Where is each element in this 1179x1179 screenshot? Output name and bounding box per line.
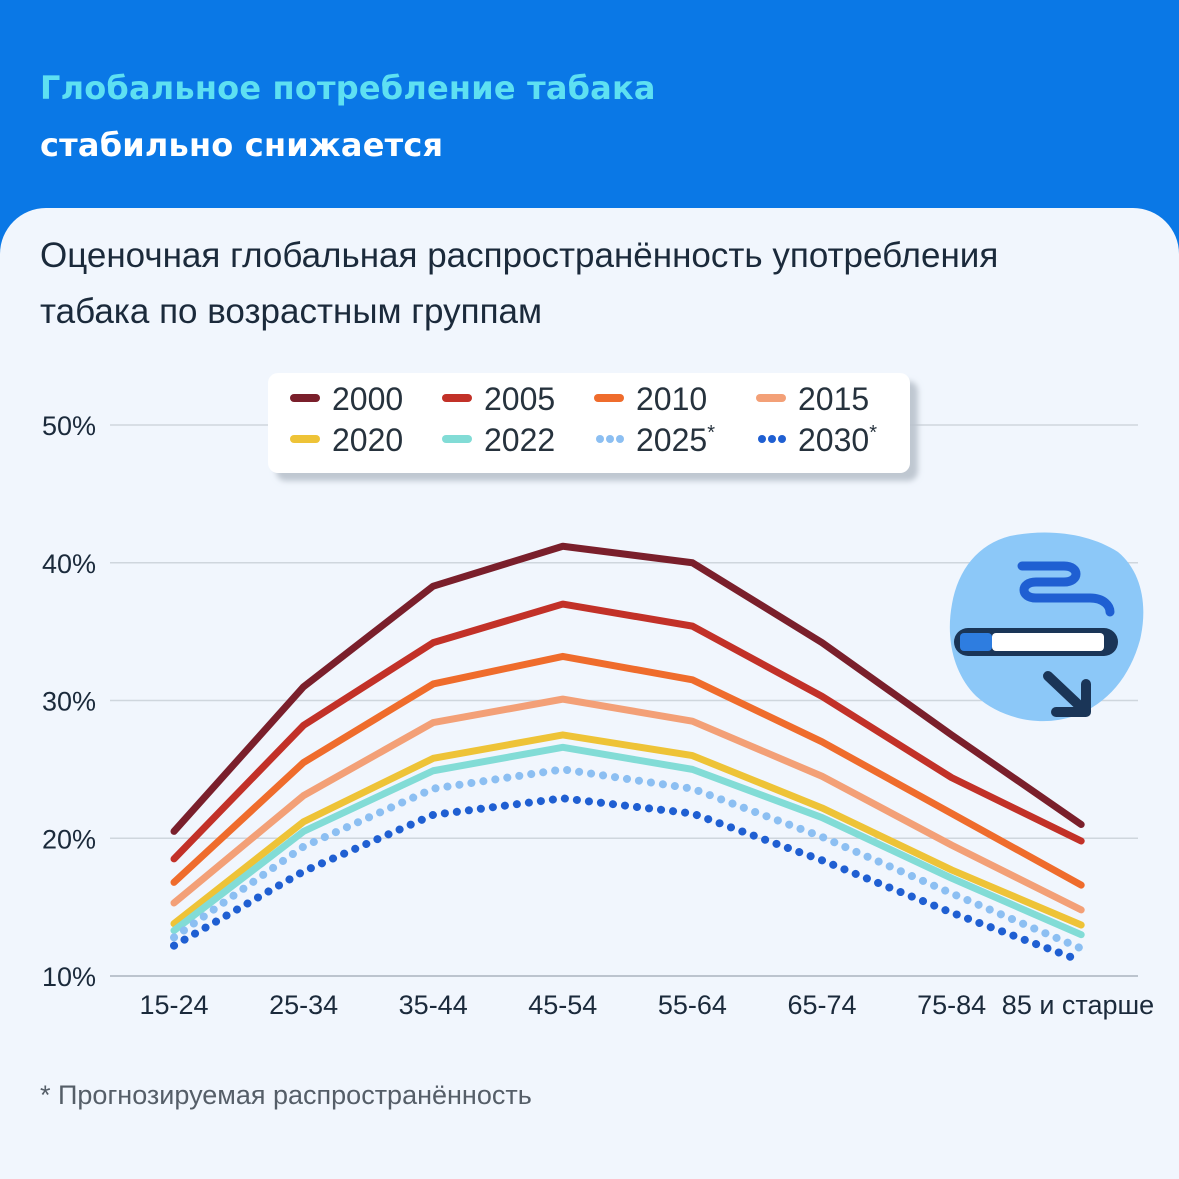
legend-label-asterisk: *	[707, 422, 715, 444]
legend-swatch-dot	[596, 435, 604, 443]
legend-label-2005: 2005	[484, 381, 555, 417]
cigarette-declining-icon	[949, 532, 1144, 722]
legend-label-asterisk: *	[869, 422, 877, 444]
series-line-2022	[170, 743, 1085, 939]
y-axis-labels: 10% 20% 30% 40% 50%	[42, 411, 96, 992]
legend-label-2010: 2010	[636, 381, 707, 417]
header: Глобальное потребление табака стабильно …	[40, 62, 656, 176]
legend-label-2025: 2025*	[636, 422, 715, 458]
legend-label-2020: 2020	[332, 422, 403, 458]
series-line-2025	[170, 765, 1086, 953]
legend-box	[268, 373, 910, 473]
legend-swatch-dot	[758, 435, 766, 443]
header-title-line2: стабильно снижается	[40, 126, 444, 164]
series-line-2020	[170, 731, 1085, 929]
series-line-2030	[170, 794, 1086, 965]
x-tick-label: 75-84	[917, 990, 986, 1020]
legend-swatch-dot	[778, 435, 786, 443]
legend-swatch-2030	[758, 435, 786, 443]
legend-label-2000: 2000	[332, 381, 403, 417]
legend-swatch-dot	[616, 435, 624, 443]
x-axis-labels: 15-24 25-34 35-44 45-54 55-64 65-74 75-84 85 и …	[139, 990, 1154, 1020]
series-line-2010	[170, 652, 1085, 889]
chart-subtitle: Оценочная глобальная распространённость …	[40, 228, 1140, 340]
chart-subtitle-line2: табака по возрастным группам	[40, 292, 543, 331]
footnote: * Прогнозируемая распространённость	[40, 1080, 532, 1110]
legend-swatch-2025	[596, 435, 624, 443]
header-title-line1: Глобальное потребление табака	[40, 69, 656, 107]
legend-swatch-dot	[606, 435, 614, 443]
legend-swatch-dot	[768, 435, 776, 443]
chart-legend: 2000 2005 2010 2015 2020 2022 2025* 2030*	[268, 373, 910, 473]
y-tick-label: 50%	[42, 411, 96, 441]
x-tick-label: 55-64	[658, 990, 727, 1020]
x-tick-label: 85 и старше	[1002, 990, 1154, 1020]
y-tick-label: 10%	[42, 962, 96, 992]
series-line-2005	[170, 600, 1085, 863]
y-tick-label: 40%	[42, 549, 96, 579]
legend-label-2030: 2030*	[798, 422, 877, 458]
x-tick-label: 15-24	[139, 990, 208, 1020]
x-tick-label: 35-44	[399, 990, 468, 1020]
legend-label-2015: 2015	[798, 381, 869, 417]
series-line-2015	[170, 695, 1085, 914]
x-tick-label: 65-74	[787, 990, 856, 1020]
y-tick-label: 30%	[42, 687, 96, 717]
legend-label-2022: 2022	[484, 422, 555, 458]
x-tick-label: 25-34	[269, 990, 338, 1020]
chart-subtitle-line1: Оценочная глобальная распространённость …	[40, 236, 999, 275]
x-tick-label: 45-54	[528, 990, 597, 1020]
series-line-2000	[170, 542, 1085, 835]
chart-series-lines	[170, 542, 1086, 965]
y-tick-label: 20%	[42, 824, 96, 854]
